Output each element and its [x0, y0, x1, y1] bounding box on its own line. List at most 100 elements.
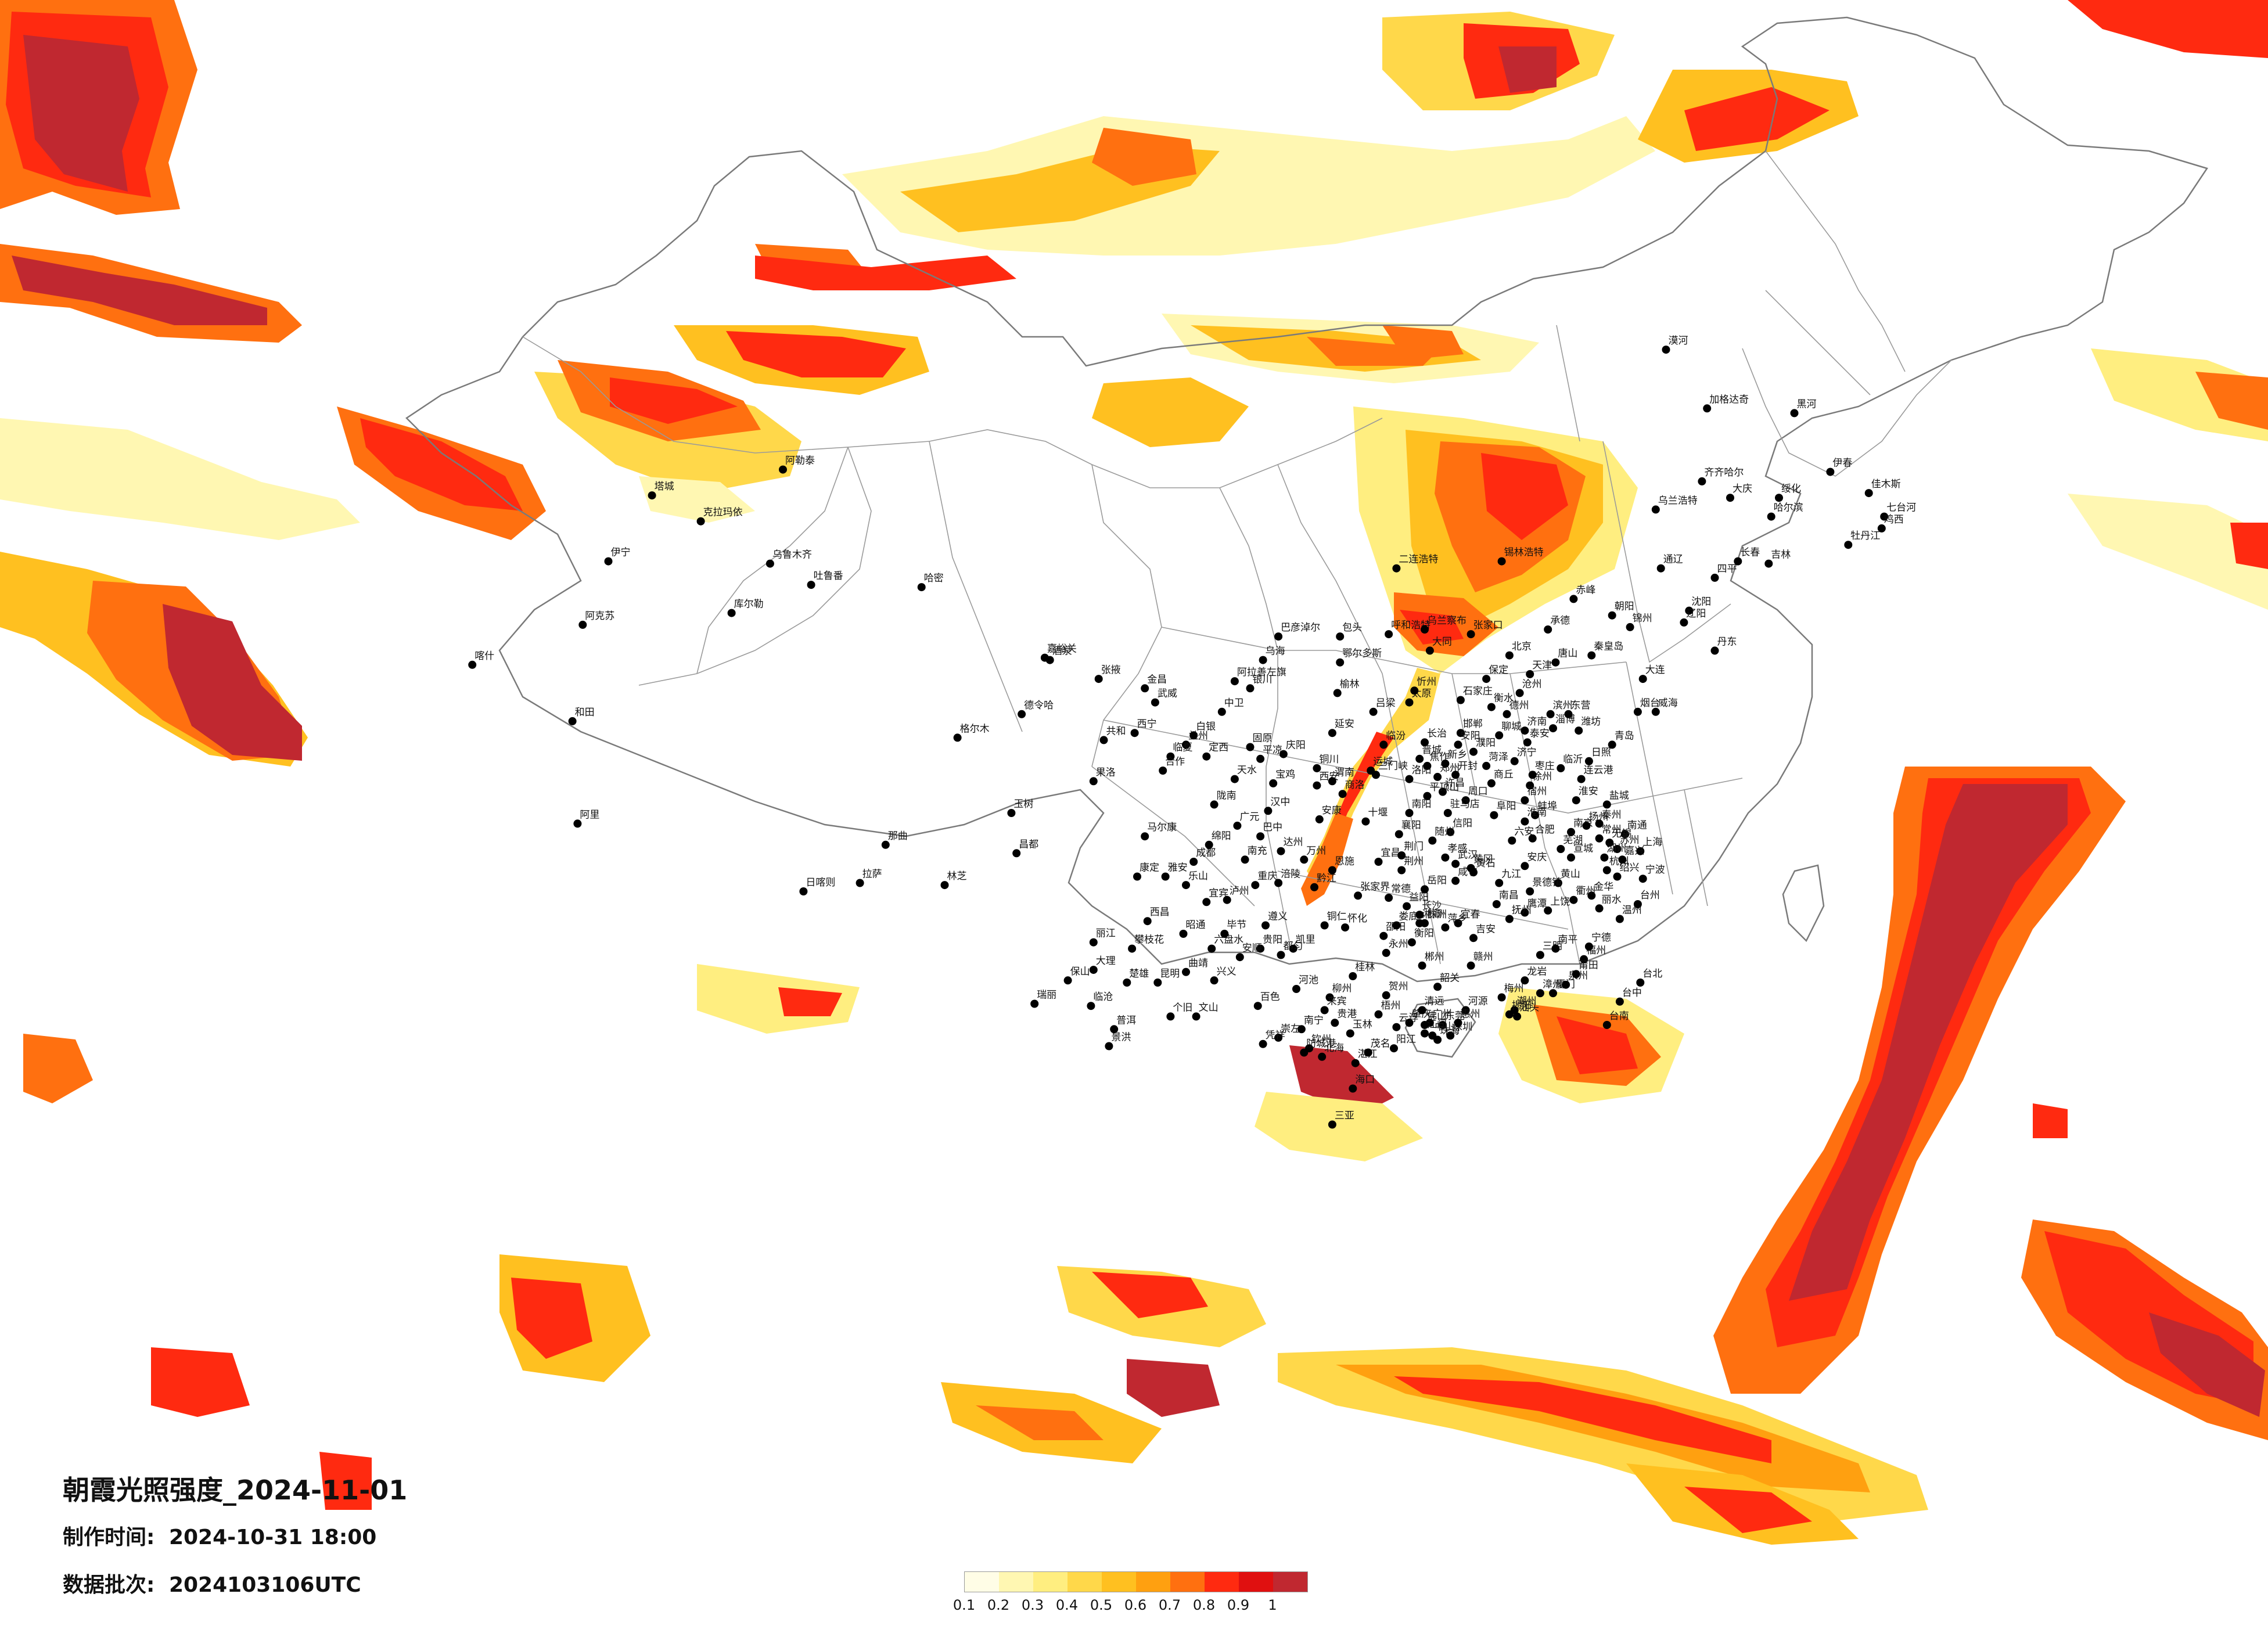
- city-marker: [1346, 1029, 1354, 1038]
- city-label: 来宾: [1327, 996, 1347, 1008]
- made-time-value: 2024-10-31 18:00: [168, 1526, 377, 1549]
- batch-label: 数据批次:: [63, 1573, 155, 1597]
- city-marker: [1259, 656, 1267, 664]
- city-label: 武威: [1158, 688, 1177, 700]
- city-marker: [1423, 792, 1432, 800]
- city-marker: [578, 620, 587, 629]
- city-marker: [1133, 872, 1141, 881]
- city-marker: [1544, 906, 1552, 915]
- city-label: 庆阳: [1286, 740, 1306, 751]
- city-label: 鄂尔多斯: [1342, 648, 1382, 660]
- city-label: 嘉兴: [1624, 845, 1644, 857]
- city-label: 玉林: [1353, 1019, 1372, 1031]
- city-label: 贵阳: [1263, 934, 1282, 946]
- city-label: 茂名: [1371, 1038, 1390, 1050]
- city-marker: [1259, 1039, 1267, 1048]
- city-label: 银川: [1253, 674, 1273, 685]
- city-label: 佳木斯: [1871, 479, 1901, 490]
- city-marker: [1569, 895, 1578, 904]
- city-marker: [1636, 847, 1645, 855]
- city-label: 阿勒泰: [785, 455, 815, 467]
- city-label: 楚雄: [1129, 968, 1149, 980]
- city-marker: [1526, 670, 1534, 678]
- city-label: 萍乡: [1447, 913, 1467, 924]
- city-marker: [917, 583, 926, 592]
- city-marker: [1351, 1059, 1360, 1067]
- city-marker: [1415, 754, 1424, 763]
- city-label: 锦州: [1633, 613, 1652, 624]
- colorbar-swatch: [1170, 1572, 1205, 1592]
- city-label: 聊城: [1501, 721, 1521, 732]
- colorbar-tick-label: 0.1: [953, 1597, 976, 1613]
- city-marker: [1423, 761, 1432, 770]
- city-label: 玉树: [1013, 798, 1033, 810]
- city-label: 湘潭: [1422, 909, 1442, 920]
- city-label: 朝阳: [1615, 601, 1634, 613]
- city-label: 宁德: [1591, 932, 1611, 944]
- city-label: 昭通: [1186, 919, 1206, 931]
- city-marker: [1482, 675, 1491, 684]
- city-label: 南宁: [1304, 1015, 1324, 1026]
- city-marker: [1331, 1019, 1339, 1027]
- city-marker: [1040, 653, 1049, 662]
- city-marker: [1495, 731, 1504, 740]
- city-marker: [1433, 983, 1442, 991]
- city-label: 泸州: [1230, 886, 1249, 897]
- city-label: 阜阳: [1496, 801, 1516, 812]
- city-label: 文山: [1199, 1002, 1219, 1013]
- city-marker: [1443, 809, 1452, 817]
- city-label: 襄阳: [1401, 819, 1421, 832]
- city-marker: [1421, 738, 1429, 747]
- city-marker: [1608, 740, 1616, 749]
- city-label: 淮安: [1579, 786, 1598, 797]
- city-label: 开封: [1458, 760, 1478, 772]
- city-marker: [1505, 1010, 1514, 1019]
- colorbar-swatch: [1033, 1572, 1067, 1592]
- city-marker: [1505, 651, 1514, 660]
- city-label: 保定: [1489, 664, 1508, 676]
- city-marker: [765, 559, 774, 568]
- city-marker: [1315, 815, 1324, 823]
- city-marker: [1230, 677, 1239, 686]
- city-marker: [1166, 752, 1175, 761]
- city-label: 绍兴: [1620, 862, 1640, 874]
- city-marker: [1492, 900, 1501, 908]
- city-label: 宝鸡: [1275, 769, 1295, 780]
- city-marker: [1698, 477, 1706, 485]
- city-marker: [1557, 845, 1565, 853]
- city-label: 岳阳: [1427, 875, 1447, 886]
- city-marker: [1544, 625, 1552, 634]
- city-label: 赤峰: [1576, 584, 1595, 596]
- city-label: 韶关: [1440, 972, 1460, 984]
- city-label: 苏州: [1620, 834, 1640, 846]
- city-label: 丹东: [1717, 636, 1737, 647]
- city-marker: [1602, 866, 1611, 875]
- city-label: 呼和浩特: [1391, 620, 1430, 631]
- city-marker: [1521, 817, 1529, 826]
- city-label: 天津: [1532, 660, 1552, 671]
- city-label: 信阳: [1453, 818, 1472, 829]
- city-marker: [1569, 595, 1578, 603]
- city-marker: [1189, 731, 1198, 740]
- city-label: 台中: [1622, 987, 1642, 999]
- city-label: 上饶: [1550, 896, 1570, 908]
- city-marker: [568, 717, 577, 725]
- city-marker: [1551, 658, 1560, 667]
- city-label: 无锡: [1612, 828, 1631, 840]
- hainan-outline: [1404, 998, 1476, 1058]
- made-time-row: 制作时间: 2024-10-31 18:00: [63, 1520, 376, 1551]
- city-marker: [1318, 1052, 1327, 1061]
- city-label: 中山: [1435, 1021, 1454, 1033]
- city-marker: [1602, 800, 1611, 809]
- city-marker: [1289, 944, 1297, 953]
- city-marker: [1320, 921, 1329, 930]
- city-label: 徐州: [1532, 771, 1552, 783]
- city-marker: [1636, 979, 1645, 987]
- city-marker: [856, 879, 864, 887]
- city-label: 九江: [1501, 869, 1521, 880]
- city-label: 商丘: [1494, 769, 1514, 780]
- city-marker: [1554, 879, 1562, 887]
- city-label: 乌兰察布: [1427, 615, 1467, 627]
- city-label: 淮南: [1527, 807, 1547, 819]
- city-label: 十堰: [1368, 807, 1388, 819]
